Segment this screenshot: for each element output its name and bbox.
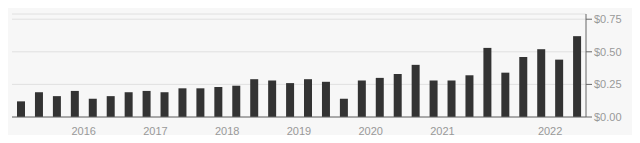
svg-text:2018: 2018: [215, 125, 239, 135]
svg-text:$0.50: $0.50: [594, 46, 622, 58]
svg-text:2020: 2020: [359, 125, 383, 135]
svg-text:$0.25: $0.25: [594, 78, 622, 90]
svg-text:2022: 2022: [538, 125, 562, 135]
svg-text:2021: 2021: [430, 125, 454, 135]
svg-text:2019: 2019: [287, 125, 311, 135]
svg-text:2017: 2017: [143, 125, 167, 135]
svg-text:$0.00: $0.00: [594, 111, 622, 123]
svg-text:$0.75: $0.75: [594, 13, 622, 25]
svg-text:2016: 2016: [72, 125, 96, 135]
